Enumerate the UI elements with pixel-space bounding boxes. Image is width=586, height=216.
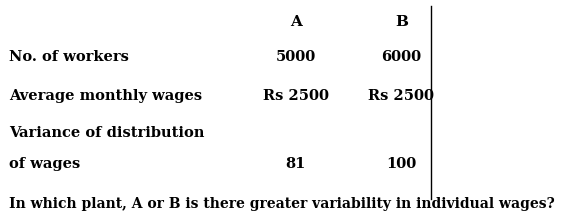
Text: Variance of distribution: Variance of distribution (9, 126, 204, 140)
Text: No. of workers: No. of workers (9, 50, 129, 64)
Text: Rs 2500: Rs 2500 (263, 89, 329, 103)
Text: 100: 100 (386, 157, 417, 171)
Text: 5000: 5000 (276, 50, 316, 64)
Text: Rs 2500: Rs 2500 (369, 89, 434, 103)
Text: Average monthly wages: Average monthly wages (9, 89, 202, 103)
Text: A: A (290, 15, 302, 29)
Text: 6000: 6000 (381, 50, 421, 64)
Text: of wages: of wages (9, 157, 80, 171)
Text: In which plant, A or B is there greater variability in individual wages?: In which plant, A or B is there greater … (9, 197, 554, 211)
Text: B: B (395, 15, 408, 29)
Text: 81: 81 (286, 157, 306, 171)
